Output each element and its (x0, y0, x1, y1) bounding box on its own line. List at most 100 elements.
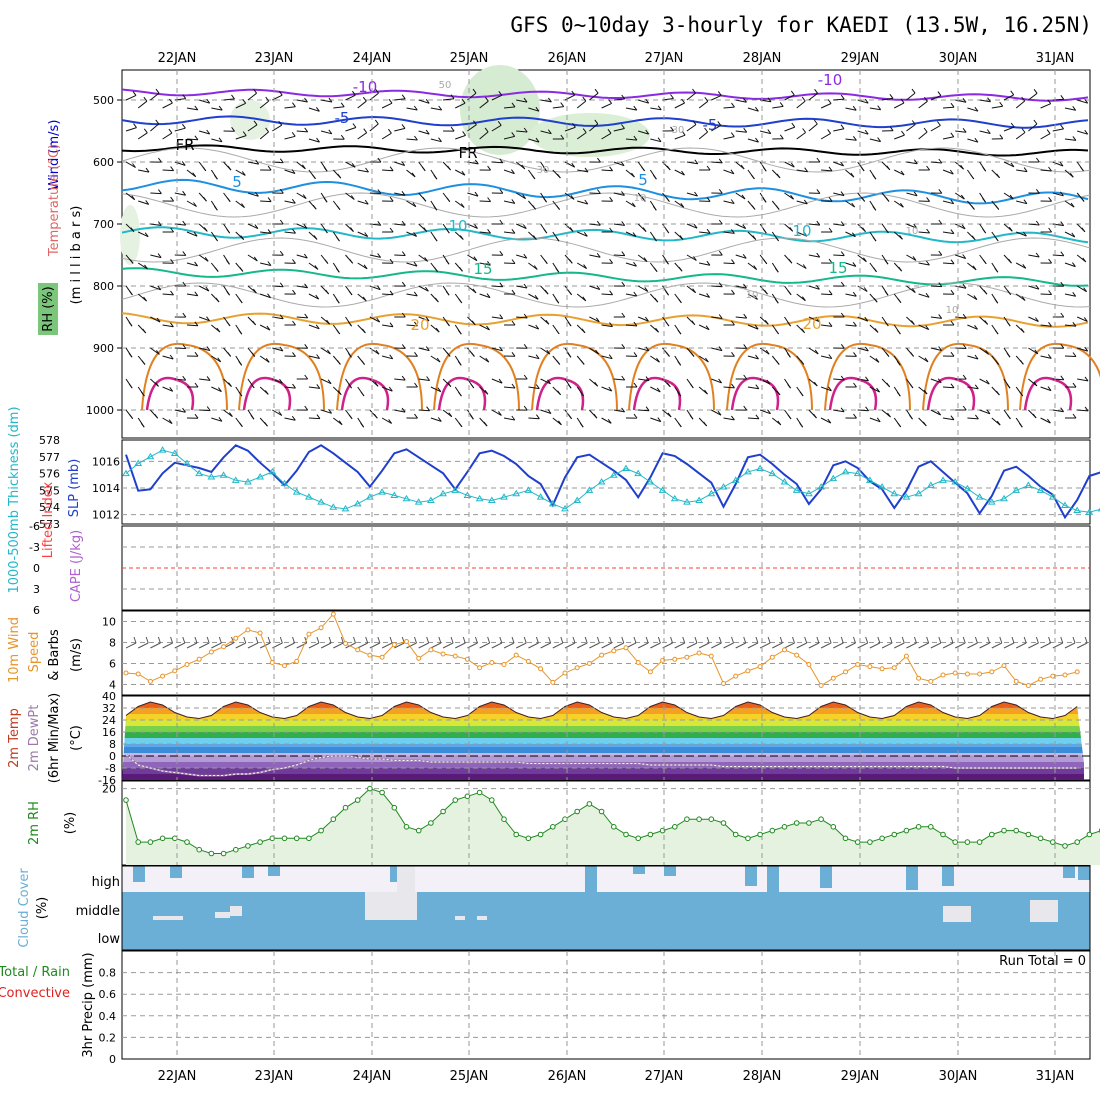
wind-barb (345, 161, 356, 168)
wind-barb-flag (731, 320, 735, 326)
wind-barb-flag (292, 352, 296, 357)
wind-barb (613, 128, 625, 132)
wind10-marker (769, 654, 775, 660)
wind-barb (247, 223, 259, 230)
wind-barb-flag (925, 325, 930, 330)
wind-barb-flag (654, 297, 659, 303)
wind-barb-flag (996, 390, 1000, 396)
wind-barb-flag (731, 289, 735, 295)
wind-barb (382, 293, 394, 296)
wind10-barb (723, 642, 734, 649)
rh2m-marker (806, 820, 812, 826)
wind10-marker (1074, 669, 1080, 675)
wind10-barb (698, 642, 710, 649)
wind-barb (955, 285, 967, 289)
pressure-tick-label: 500 (93, 94, 114, 107)
wind-barb (698, 355, 709, 363)
wind-barb-flag (657, 137, 662, 142)
wind-barb (1040, 355, 1052, 359)
wind-barb-flag (1009, 194, 1014, 200)
middle-cloud-clear (477, 916, 487, 920)
wind-barb (772, 105, 784, 109)
thickness-tick-label: 574 (39, 501, 60, 514)
wind-barb (967, 107, 979, 112)
wind-barb (1016, 231, 1027, 237)
wind-barb-flag (218, 137, 223, 143)
wind10-barb (1052, 642, 1064, 649)
wind10-barb (772, 642, 783, 649)
wind-barb (601, 386, 612, 392)
wind10-marker (672, 656, 678, 662)
wind-barb-flag (677, 329, 682, 335)
thickness-marker (536, 493, 545, 500)
wind10-barb (455, 642, 466, 649)
wind-barb (394, 409, 406, 413)
wind-barb (247, 192, 259, 197)
wind-barb (150, 192, 162, 195)
wind-barb-flag (1083, 287, 1087, 293)
contour-label: 15 (828, 259, 847, 277)
wind-barb (833, 192, 845, 197)
wind-barb-flag (776, 390, 781, 396)
wind-barb-flag (597, 157, 601, 163)
wind-barb-flag (1072, 382, 1077, 388)
wind-barb (833, 128, 845, 132)
isotherm-arc (336, 342, 423, 411)
wind-barb (759, 409, 771, 415)
dewpt-line-dash (125, 754, 1078, 776)
wind-barb-flag (314, 265, 319, 270)
wind-barb-flag (621, 191, 625, 196)
wind-barb-flag (238, 422, 243, 428)
wind-barb-flag (326, 349, 331, 355)
wind-barb-flag (1072, 262, 1076, 267)
upper-units-label: (m i l l i b a r s) (69, 206, 84, 305)
wind-barb-flag (278, 120, 283, 126)
wind-barb-flag (389, 166, 394, 171)
wind-barb (1077, 130, 1088, 135)
wind-barb-flag (864, 129, 869, 135)
wind-barb (747, 262, 758, 270)
wind-barb (516, 130, 528, 133)
wind-barb-flag (437, 417, 442, 422)
wind-barb-flag (706, 197, 711, 202)
wind10-barb (333, 642, 344, 649)
wind-barb-flag (401, 344, 406, 349)
wind-barb-flag (474, 191, 479, 197)
wind-barb-flag (754, 324, 759, 330)
wind-barb (845, 324, 857, 327)
wind10-barb (930, 642, 942, 649)
wind-barb-flag (802, 128, 806, 133)
wind10-barb (528, 642, 539, 649)
wind-barb (308, 417, 320, 420)
wind-barb-flag (193, 231, 198, 237)
wind-barb-flag (1010, 122, 1015, 128)
wind-barb-flag (653, 174, 657, 180)
wind-barb-flag (938, 282, 943, 287)
wind-barb (345, 94, 356, 101)
rh2m-marker (1001, 827, 1007, 834)
wind-barb (601, 102, 612, 109)
contour-label: 10 (746, 290, 759, 301)
thickness-marker (646, 478, 655, 485)
wind-barb-flag (426, 406, 431, 412)
pressure-tick-label: 800 (93, 280, 114, 293)
wind-barb (601, 293, 613, 296)
wind10-barb (540, 642, 551, 649)
wind10-marker (489, 660, 495, 665)
wind-barb-flag (204, 256, 209, 262)
wind-tick-label: 6 (109, 658, 116, 671)
wind-barb (235, 169, 246, 176)
rh2m-marker (452, 797, 459, 803)
wind-barb-flag (704, 389, 708, 395)
wind-barb (857, 378, 869, 382)
wind-barb-flag (377, 253, 382, 258)
wind-barb-flag (731, 102, 735, 108)
wind-barb (516, 285, 528, 289)
wind10-barb-flag (1011, 636, 1015, 644)
wind-barb-flag (970, 174, 975, 180)
wind-barb-flag (485, 357, 490, 363)
wind-barb-flag (511, 199, 516, 204)
wind10-barb (357, 642, 368, 649)
wind-barb-flag (304, 313, 309, 319)
wind-barb-flag (924, 357, 929, 363)
